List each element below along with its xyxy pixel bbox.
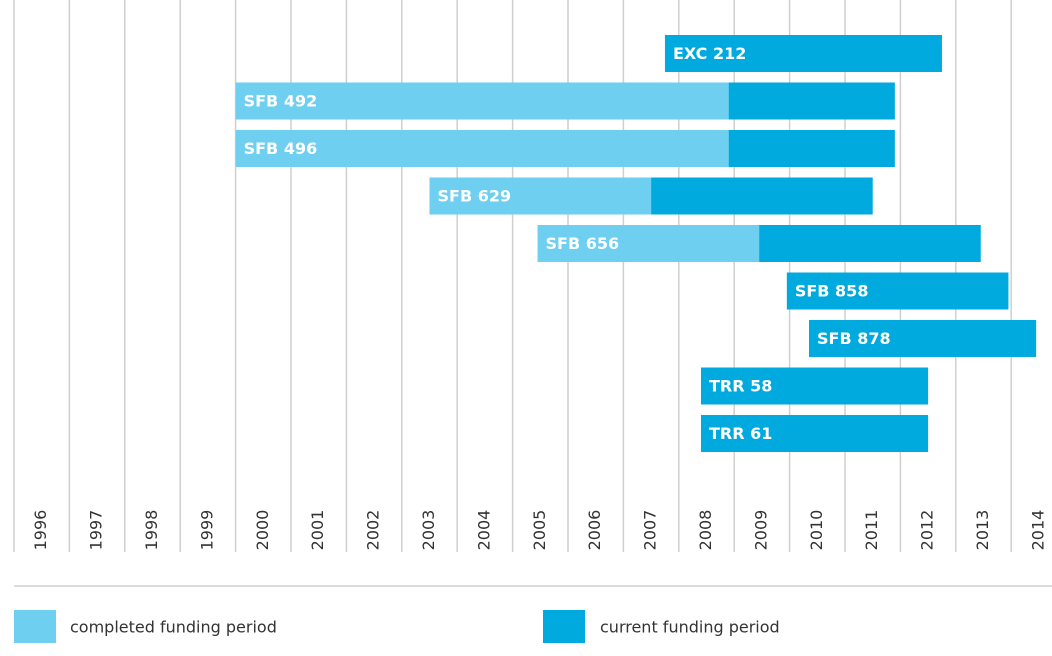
x-tick-label: 2012 xyxy=(918,510,937,551)
bar-segment xyxy=(235,130,729,167)
bar-label: SFB 629 xyxy=(438,187,512,206)
bar-segment xyxy=(664,35,942,72)
bar-label: SFB 858 xyxy=(795,282,869,301)
x-tick-label: 1999 xyxy=(197,510,216,551)
bar-segment xyxy=(786,272,1009,310)
bar-segment xyxy=(429,177,652,215)
bar-label: SFB 492 xyxy=(244,92,318,111)
bar-segment xyxy=(235,82,729,120)
legend-swatch xyxy=(14,610,56,643)
legend-label: completed funding period xyxy=(70,618,277,637)
bar-segment xyxy=(700,415,929,452)
x-tick-label: 1996 xyxy=(31,510,50,551)
x-tick-label: 2000 xyxy=(253,510,272,551)
bar-label: SFB 656 xyxy=(546,234,620,253)
x-tick-label: 2010 xyxy=(807,510,826,551)
bar-segment xyxy=(700,367,929,405)
x-tick-label: 2013 xyxy=(973,510,992,551)
x-tick-label: 1997 xyxy=(87,510,106,551)
x-tick-label: 2001 xyxy=(308,510,327,551)
x-tick-label: 2004 xyxy=(474,510,493,551)
x-tick-label: 2009 xyxy=(751,510,770,551)
bar-segment xyxy=(759,225,981,262)
bar-segment xyxy=(808,320,1037,357)
x-tick-label: 2006 xyxy=(585,510,604,551)
bar-segment xyxy=(537,225,760,262)
x-tick-label: 2002 xyxy=(364,510,383,551)
bar-label: SFB 496 xyxy=(244,139,318,158)
legend-label: current funding period xyxy=(600,618,780,637)
bar-label: TRR 58 xyxy=(709,377,772,396)
x-tick-label: 2014 xyxy=(1028,510,1047,551)
x-tick-label: 1998 xyxy=(142,510,161,551)
bar-label: TRR 61 xyxy=(709,424,772,443)
x-tick-label: 2011 xyxy=(862,510,881,551)
bar-segment xyxy=(728,130,895,167)
x-tick-label: 2005 xyxy=(530,510,549,551)
bar-label: EXC 212 xyxy=(673,44,746,63)
bar-segment xyxy=(728,82,895,120)
legend-swatch xyxy=(543,610,585,643)
x-tick-label: 2008 xyxy=(696,510,715,551)
bar-segment xyxy=(651,177,873,215)
x-tick-label: 2007 xyxy=(641,510,660,551)
bar-label: SFB 878 xyxy=(817,329,891,348)
x-tick-label: 2003 xyxy=(419,510,438,551)
